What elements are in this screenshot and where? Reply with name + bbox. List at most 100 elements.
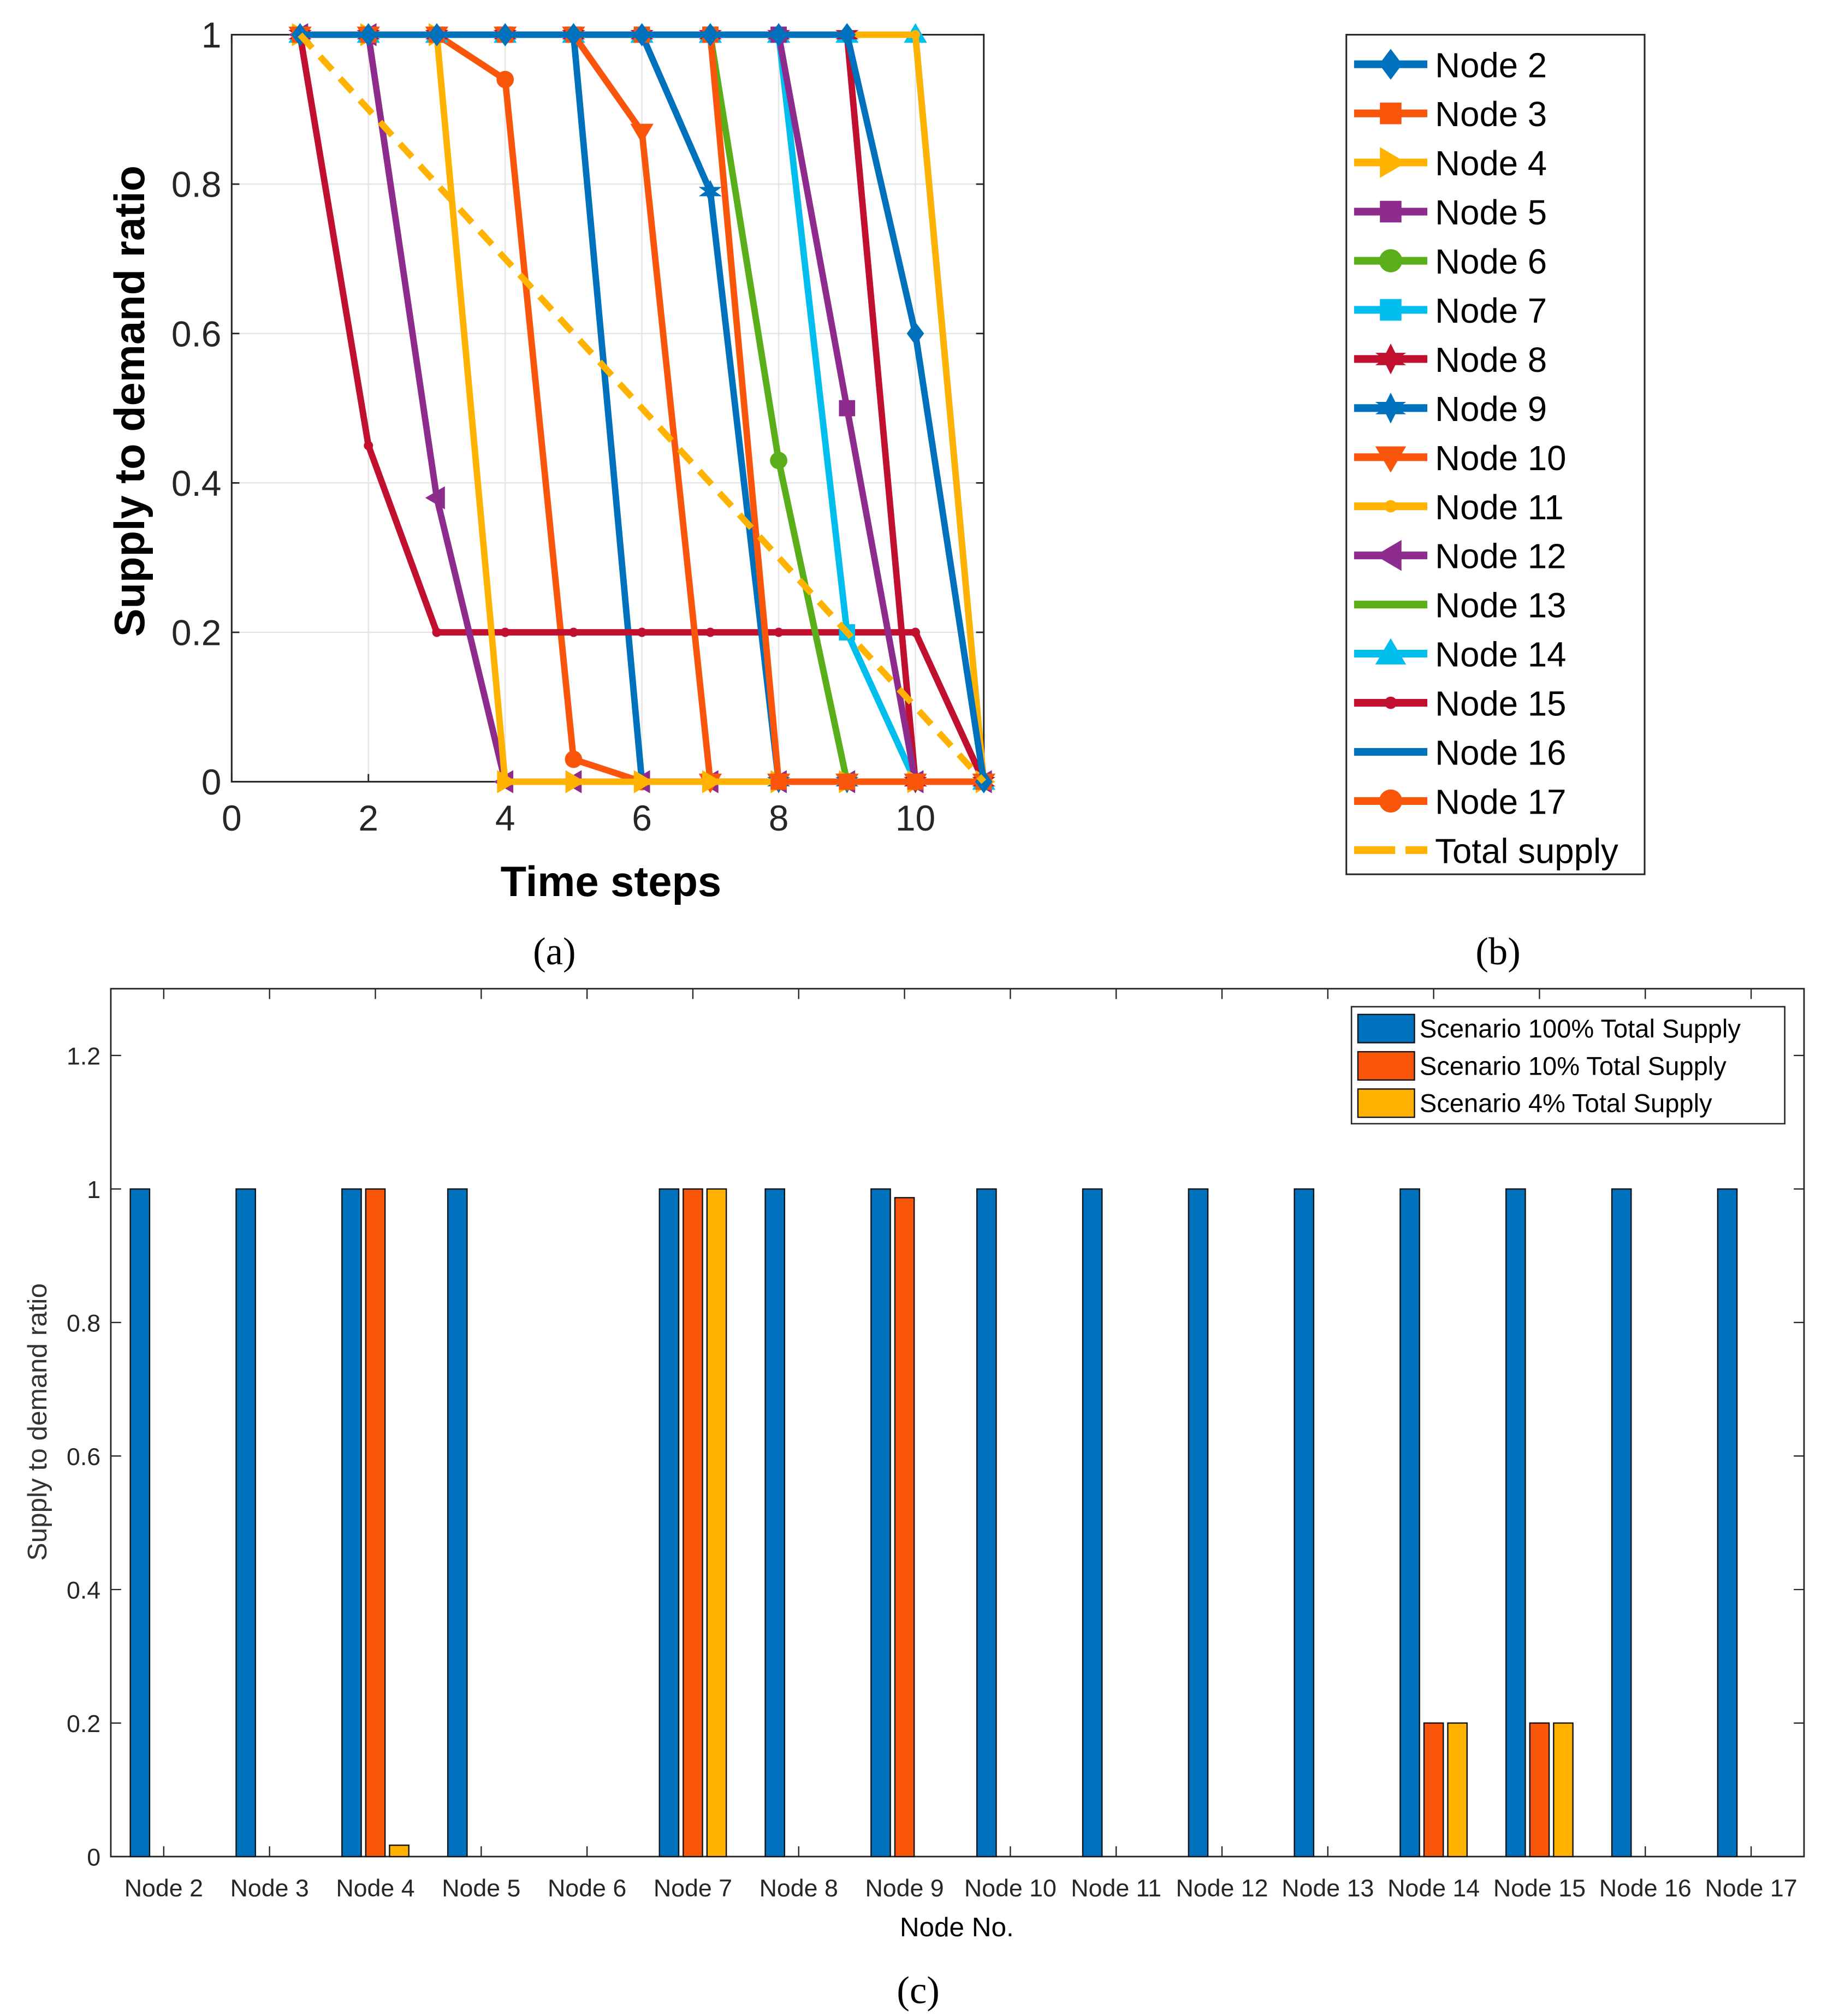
chart-a-series — [288, 23, 995, 793]
x-tick-label: Node 9 — [865, 1875, 944, 1902]
square-marker — [1380, 200, 1402, 223]
bar — [129, 1188, 151, 1858]
legend-label: Node 4 — [1435, 144, 1547, 183]
diamond-marker — [496, 23, 514, 46]
dot-marker — [432, 627, 442, 637]
dot-marker — [568, 627, 578, 637]
legend-label: Node 2 — [1435, 46, 1547, 85]
tri-left-marker — [425, 486, 445, 509]
circle-marker — [770, 452, 787, 470]
legend-item: Node 7 — [1354, 292, 1547, 330]
square-marker — [1380, 102, 1402, 124]
circle-marker — [1379, 789, 1403, 813]
diamond-marker — [428, 23, 446, 46]
legend-item: Node 8 — [1354, 341, 1547, 380]
x-tick-label: Node 7 — [654, 1875, 732, 1902]
bar — [1447, 1722, 1468, 1858]
legend-item: Node 16 — [1354, 734, 1567, 773]
x-tick-label: 0 — [222, 798, 242, 838]
square-marker — [839, 773, 856, 790]
legend-item: Node 3 — [1354, 95, 1547, 134]
bar — [1505, 1188, 1526, 1858]
x-tick-label: Node 2 — [124, 1875, 203, 1902]
legend-item: Node 6 — [1354, 242, 1547, 281]
bar — [1399, 1188, 1420, 1858]
legend-item: Node 13 — [1354, 586, 1567, 625]
legend-item: Node 9 — [1354, 390, 1547, 429]
tri-right-marker — [1380, 147, 1407, 178]
y-tick-label: 0.2 — [171, 613, 222, 653]
legend-label: Node 8 — [1435, 341, 1547, 380]
caption-b: (b) — [1475, 930, 1520, 973]
legend-label: Node 13 — [1435, 586, 1566, 625]
x-tick-label: Node 5 — [442, 1875, 520, 1902]
bar — [1717, 1188, 1738, 1858]
bar — [389, 1845, 410, 1858]
y-tick-label: 0 — [87, 1845, 100, 1871]
square-marker — [907, 773, 924, 790]
tri-down-marker — [1375, 446, 1407, 473]
y-tick-label: 1 — [87, 1177, 100, 1203]
x-tick-label: Node 14 — [1387, 1875, 1480, 1902]
legend-item: Scenario 4% Total Supply — [1357, 1088, 1712, 1118]
legend-label: Node 3 — [1435, 95, 1547, 134]
square-marker — [770, 773, 787, 790]
x-tick-label: Node 3 — [230, 1875, 309, 1902]
y-tick-label: 0.6 — [67, 1444, 100, 1471]
legend-label: Node 12 — [1435, 537, 1566, 576]
x-tick-label: Node 13 — [1282, 1875, 1374, 1902]
x-tick-label: 8 — [769, 798, 789, 838]
chart-c-bars — [129, 1188, 1738, 1858]
series-node-2 — [291, 23, 993, 793]
bar — [764, 1188, 786, 1858]
chart-a-ylabel: Supply to demand ratio — [106, 165, 153, 637]
tri-right-marker — [702, 770, 722, 793]
star-marker — [1375, 343, 1407, 375]
bar — [365, 1188, 386, 1858]
caption-a: (a) — [533, 930, 576, 973]
x-tick-label: Node 17 — [1705, 1875, 1798, 1902]
chart-a-axes: 0 2 4 6 8 10 0 0.2 0.4 0.6 0.8 1 — [171, 15, 985, 838]
series-line — [298, 32, 987, 784]
dot-marker — [1384, 696, 1397, 709]
circle-marker — [1379, 249, 1403, 272]
legend-swatch — [1357, 1013, 1415, 1043]
legend-item: Node 17 — [1354, 782, 1567, 821]
tri-right-marker — [633, 770, 654, 793]
legend-item: Total supply — [1354, 832, 1618, 870]
legend-label: Node 14 — [1435, 636, 1566, 674]
x-tick-label: 2 — [358, 798, 378, 838]
legend-label: Node 10 — [1435, 439, 1566, 478]
bar — [706, 1188, 727, 1858]
bar — [447, 1188, 468, 1858]
y-tick-label: 1 — [201, 15, 222, 55]
y-tick-label: 0.8 — [171, 164, 222, 205]
legend-label: Node 16 — [1435, 734, 1566, 773]
x-tick-label: Node 16 — [1599, 1875, 1692, 1902]
legend-label: Scenario 10% Total Supply — [1420, 1051, 1727, 1080]
legend-swatch — [1357, 1051, 1415, 1081]
dot-marker — [705, 627, 715, 637]
bar — [1529, 1722, 1550, 1858]
legend-item: Node 4 — [1354, 144, 1547, 183]
legend-label: Node 6 — [1435, 242, 1547, 281]
y-tick-label: 0.2 — [67, 1711, 100, 1738]
tri-right-marker — [565, 770, 585, 793]
legend-item: Scenario 100% Total Supply — [1357, 1013, 1741, 1043]
x-tick-label: Node 11 — [1071, 1875, 1161, 1902]
dot-marker — [364, 441, 373, 450]
bar — [235, 1188, 256, 1858]
circle-marker — [565, 750, 583, 768]
bar — [1611, 1188, 1632, 1858]
legend-item: Scenario 10% Total Supply — [1357, 1051, 1727, 1081]
tri-down-marker — [630, 123, 654, 144]
chart-c-xlabel: Node No. — [900, 1912, 1014, 1942]
legend-label: Node 5 — [1435, 193, 1547, 232]
star-marker — [1375, 393, 1407, 424]
diamond-marker — [701, 23, 719, 46]
y-tick-label: 0.8 — [67, 1310, 100, 1337]
y-tick-label: 0.4 — [171, 463, 222, 503]
legend-item: Node 2 — [1354, 46, 1547, 85]
legend-label: Scenario 4% Total Supply — [1420, 1089, 1712, 1118]
bar — [1294, 1188, 1315, 1858]
